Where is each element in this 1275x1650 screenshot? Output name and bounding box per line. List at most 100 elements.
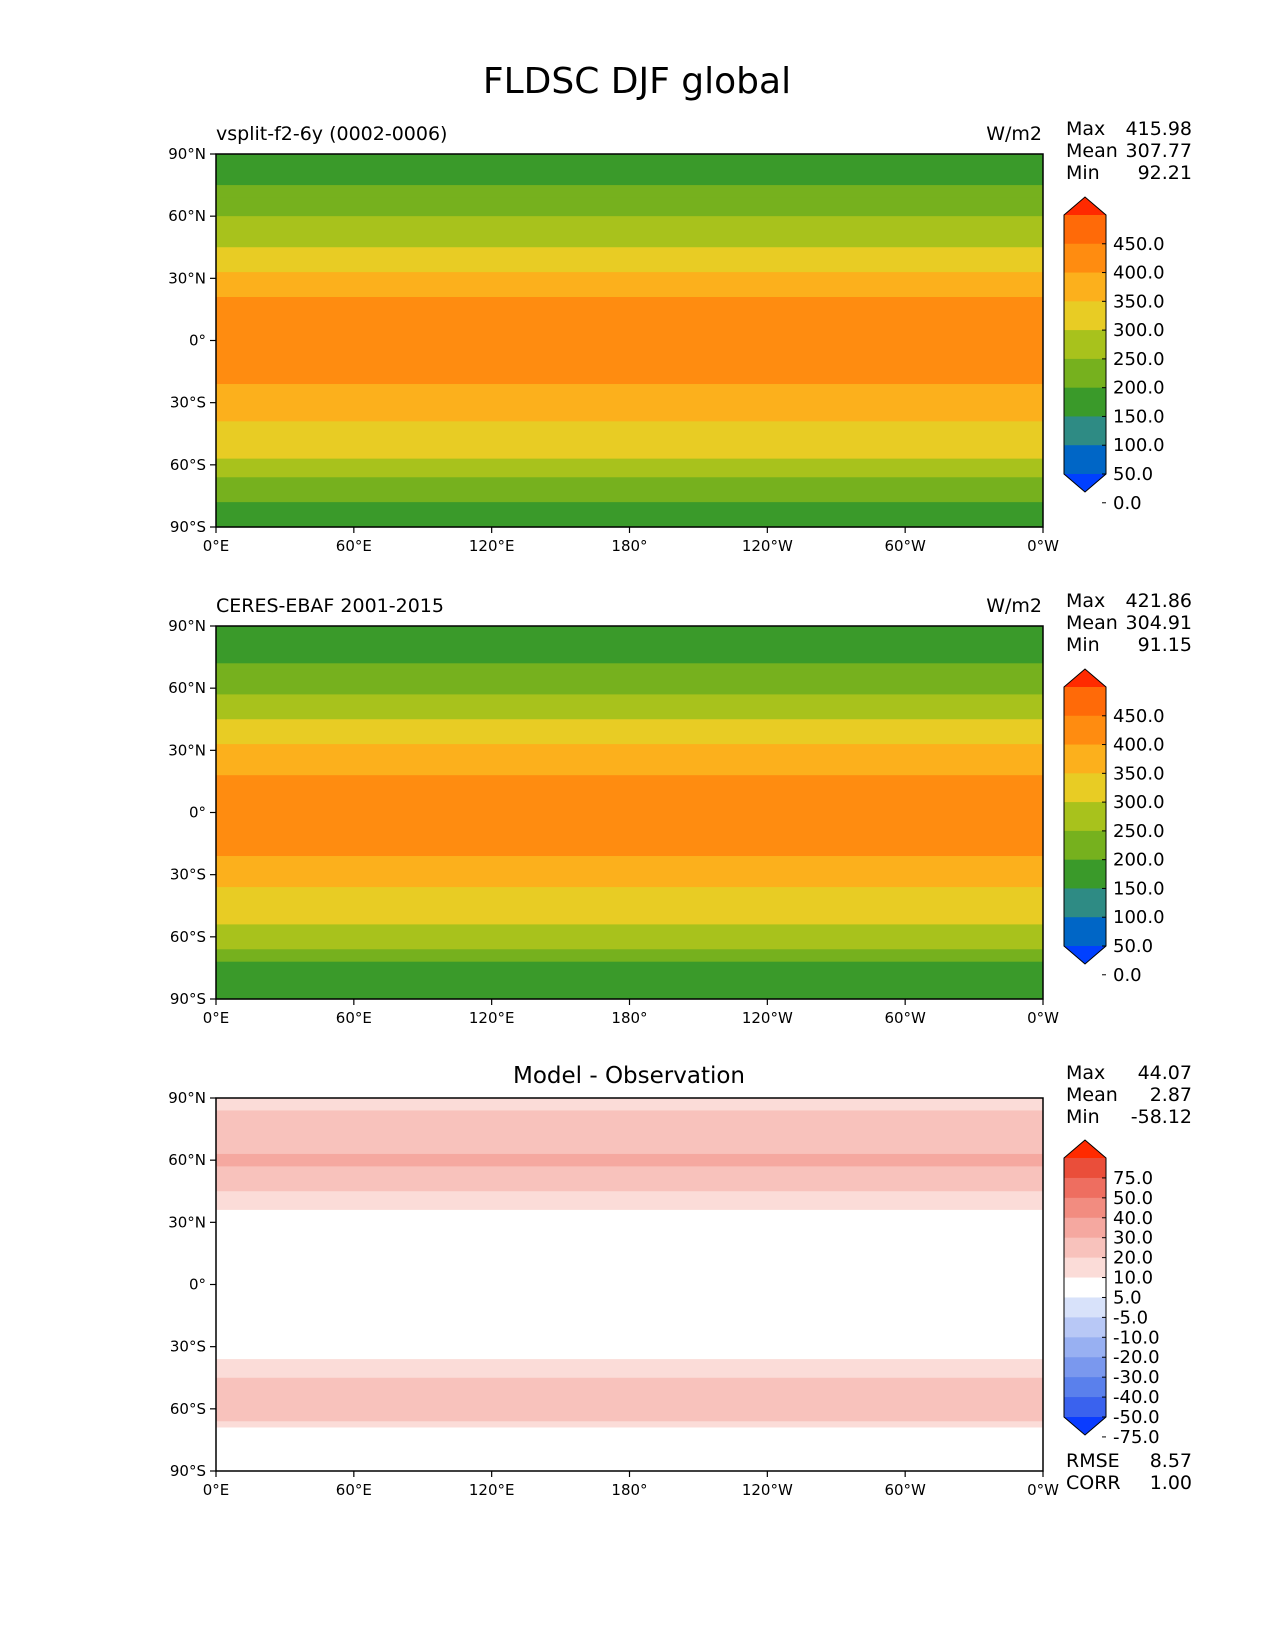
field-band xyxy=(216,1216,1043,1223)
x-tick-label: 180° xyxy=(611,1009,647,1027)
field-band xyxy=(216,868,1043,876)
field-band xyxy=(216,725,1043,733)
stat-mean-value: 307.77 xyxy=(1126,140,1192,162)
rmse-label: RMSE xyxy=(1066,1450,1120,1472)
field-band xyxy=(216,943,1043,950)
colorbar-extend-min xyxy=(1064,946,1106,964)
field-band xyxy=(216,694,1043,702)
field-band xyxy=(216,371,1043,379)
colorbar-segment xyxy=(1064,715,1106,746)
x-tick-label: 60°W xyxy=(884,1009,926,1027)
field-band xyxy=(216,893,1043,901)
field-band xyxy=(216,1290,1043,1298)
stat-mean-value: 2.87 xyxy=(1150,1084,1192,1106)
colorbar-segment xyxy=(1064,1257,1106,1279)
field-band xyxy=(216,415,1043,422)
field-band xyxy=(216,924,1043,932)
x-tick-label: 0°W xyxy=(1027,1009,1059,1027)
field-band xyxy=(216,1209,1043,1217)
field-band xyxy=(216,781,1043,789)
field-band xyxy=(216,178,1043,186)
panel-center-title: Model - Observation xyxy=(513,1063,745,1089)
colorbar-segment xyxy=(1064,330,1106,360)
field-band xyxy=(216,1172,1043,1180)
field-band xyxy=(216,520,1043,528)
colorbar-label: 50.0 xyxy=(1113,936,1153,957)
field-band xyxy=(216,1433,1043,1441)
field-band xyxy=(216,762,1043,770)
x-tick-label: 120°E xyxy=(469,1009,515,1027)
field-band xyxy=(216,514,1043,522)
field-band xyxy=(216,1383,1043,1391)
field-band xyxy=(216,806,1043,814)
y-tick-label: 90°N xyxy=(168,1089,206,1107)
field-band xyxy=(216,713,1043,720)
field-band xyxy=(216,856,1043,863)
colorbar-extend-max xyxy=(1064,669,1106,687)
field-band xyxy=(216,787,1043,795)
field-band xyxy=(216,154,1043,161)
field-band xyxy=(216,1464,1043,1472)
colorbar-segment xyxy=(1064,1237,1106,1259)
y-tick-label: 90°S xyxy=(170,518,206,536)
colorbar-label: 300.0 xyxy=(1113,320,1165,341)
field-band xyxy=(216,843,1043,851)
x-tick-label: 120°W xyxy=(742,1009,793,1027)
field-band xyxy=(216,328,1043,335)
colorbar-segment xyxy=(1064,773,1106,803)
y-tick-label: 0° xyxy=(189,804,206,822)
colorbar-label: 350.0 xyxy=(1113,291,1165,312)
field-band xyxy=(216,1415,1043,1422)
colorbar-segment xyxy=(1064,687,1106,717)
colorbar-segment xyxy=(1064,243,1106,274)
stat-max-value: 44.07 xyxy=(1138,1062,1192,1084)
x-tick-label: 180° xyxy=(611,1481,647,1499)
field-band xyxy=(216,700,1043,708)
colorbar-label: 450.0 xyxy=(1113,234,1165,255)
colorbar-segment xyxy=(1064,1357,1106,1378)
field-band xyxy=(216,309,1043,317)
colorbar-label: -10.0 xyxy=(1113,1327,1160,1348)
map-area: 0°E 60°E 120°E 180° 120°W 60°W 0°W 90°N 60°N 30°N… xyxy=(168,145,1059,555)
field-band xyxy=(216,967,1043,975)
stat-min-value: -58.12 xyxy=(1131,1106,1192,1128)
field-band xyxy=(216,1321,1043,1329)
y-tick-label: 30°S xyxy=(170,866,206,884)
corr-value: 1.00 xyxy=(1150,1472,1192,1494)
field-band xyxy=(216,949,1043,957)
field-band xyxy=(216,278,1043,286)
field-band xyxy=(216,756,1043,764)
field-band xyxy=(216,961,1043,969)
colorbar-label: 20.0 xyxy=(1113,1248,1153,1269)
field-band xyxy=(216,986,1043,994)
field-band xyxy=(216,905,1043,913)
colorbar-label: 450.0 xyxy=(1113,706,1165,727)
colorbar-label: -20.0 xyxy=(1113,1347,1160,1368)
stat-min-value: 92.21 xyxy=(1138,162,1192,184)
colorbar-label: 0.0 xyxy=(1113,965,1142,986)
field-band xyxy=(216,384,1043,391)
colorbar-segment xyxy=(1064,1297,1106,1318)
field-band xyxy=(216,1135,1043,1143)
field-band xyxy=(216,1427,1043,1435)
field-band xyxy=(216,1396,1043,1404)
x-tick-label: 60°E xyxy=(336,1481,372,1499)
field-band xyxy=(216,172,1043,180)
stat-mean-label: Mean xyxy=(1066,140,1118,162)
field-band xyxy=(216,216,1043,223)
field-band xyxy=(216,446,1043,453)
field-band xyxy=(216,1421,1043,1429)
x-tick-label: 120°W xyxy=(742,537,793,555)
field-band xyxy=(216,377,1043,385)
field-band xyxy=(216,1234,1043,1242)
field-band xyxy=(216,1365,1043,1373)
x-tick-label: 60°E xyxy=(336,1009,372,1027)
field-band xyxy=(216,464,1043,472)
stat-mean-value: 304.91 xyxy=(1126,612,1192,634)
y-tick-label: 60°N xyxy=(168,1151,206,1169)
field-band xyxy=(216,228,1043,236)
field-band xyxy=(216,396,1043,404)
field-band xyxy=(216,290,1043,298)
colorbar-label: 5.0 xyxy=(1113,1287,1142,1308)
